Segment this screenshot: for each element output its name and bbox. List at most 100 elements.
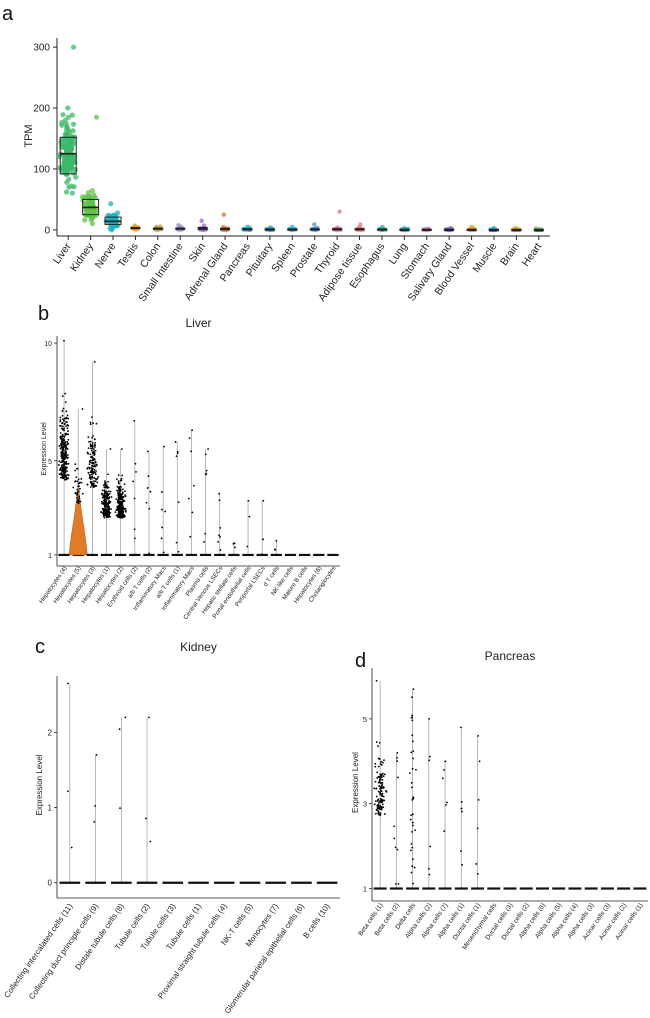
data-point xyxy=(103,498,106,501)
data-point xyxy=(273,548,276,551)
data-point xyxy=(76,488,79,491)
data-point xyxy=(103,516,106,519)
data-point xyxy=(61,395,64,398)
data-point xyxy=(373,803,376,806)
data-point xyxy=(377,803,380,806)
data-point xyxy=(93,360,96,363)
data-point xyxy=(379,814,382,817)
data-point xyxy=(218,492,221,495)
data-point xyxy=(378,785,381,787)
data-point xyxy=(89,461,92,464)
data-point xyxy=(62,467,65,470)
data-point xyxy=(246,545,249,548)
data-point xyxy=(409,818,412,821)
data-point xyxy=(101,502,103,505)
data-point xyxy=(394,882,397,885)
data-point xyxy=(93,480,95,483)
data-point xyxy=(89,445,92,448)
data-point xyxy=(104,481,107,484)
data-point xyxy=(381,783,384,786)
data-point xyxy=(105,513,108,516)
data-point xyxy=(161,526,164,529)
y-tick-label: 1 xyxy=(363,885,367,894)
data-point xyxy=(176,452,179,455)
data-point xyxy=(64,401,67,404)
data-point xyxy=(380,760,383,763)
data-point xyxy=(93,820,96,823)
data-point xyxy=(89,188,95,194)
data-point xyxy=(446,801,448,804)
data-point xyxy=(110,496,113,498)
data-point xyxy=(92,472,95,475)
data-point xyxy=(204,532,207,535)
data-point xyxy=(103,501,106,504)
data-point xyxy=(104,480,106,483)
data-point xyxy=(82,217,88,223)
data-point xyxy=(207,448,209,450)
data-point xyxy=(62,407,65,410)
data-point xyxy=(68,135,75,141)
data-point xyxy=(117,474,120,477)
data-point xyxy=(381,786,384,789)
data-point xyxy=(337,209,342,214)
data-point xyxy=(65,425,67,428)
data-point xyxy=(247,499,250,502)
data-point xyxy=(62,449,65,451)
data-point xyxy=(92,435,94,437)
data-point xyxy=(64,450,67,453)
data-point xyxy=(95,463,98,466)
data-point xyxy=(232,542,235,545)
data-point xyxy=(188,437,191,439)
data-point xyxy=(91,445,94,448)
data-point xyxy=(93,476,96,479)
data-point xyxy=(132,480,135,483)
data-point xyxy=(107,503,109,506)
data-point xyxy=(107,480,109,483)
data-point xyxy=(146,487,149,489)
data-point xyxy=(443,769,445,771)
y-tick-label: 2 xyxy=(48,728,53,737)
data-point xyxy=(312,222,317,227)
data-point xyxy=(374,812,377,815)
data-point xyxy=(95,754,98,756)
data-point xyxy=(65,114,71,120)
data-point xyxy=(65,421,67,423)
data-point xyxy=(90,455,92,458)
data-point xyxy=(117,491,119,494)
data-point xyxy=(64,471,67,474)
data-point xyxy=(64,145,70,151)
data-point xyxy=(93,114,100,120)
data-point xyxy=(378,741,381,744)
data-point xyxy=(412,796,414,799)
data-point xyxy=(374,780,377,783)
data-point xyxy=(61,441,64,444)
data-point xyxy=(89,440,92,443)
x-tick-label: Nerve xyxy=(93,241,119,271)
data-point xyxy=(104,483,106,486)
y-tick-label: 10 xyxy=(44,341,52,348)
data-point xyxy=(380,805,383,808)
data-point xyxy=(61,437,63,439)
data-point xyxy=(80,481,83,484)
data-point xyxy=(100,511,103,514)
data-point xyxy=(91,444,94,447)
data-point xyxy=(428,717,431,720)
data-point xyxy=(428,755,431,758)
data-point xyxy=(70,121,77,127)
data-point xyxy=(382,775,385,778)
data-point xyxy=(145,501,148,504)
data-point xyxy=(119,496,121,499)
data-point xyxy=(379,797,382,800)
data-point xyxy=(59,420,62,423)
data-point xyxy=(63,436,66,438)
y-axis-title: Expression Level xyxy=(35,754,44,815)
data-point xyxy=(104,511,107,513)
data-point xyxy=(205,472,208,475)
data-point xyxy=(377,775,380,778)
x-tick-label: Skin xyxy=(187,241,209,265)
data-point xyxy=(94,449,97,452)
data-point xyxy=(94,480,97,483)
data-point xyxy=(379,778,382,780)
